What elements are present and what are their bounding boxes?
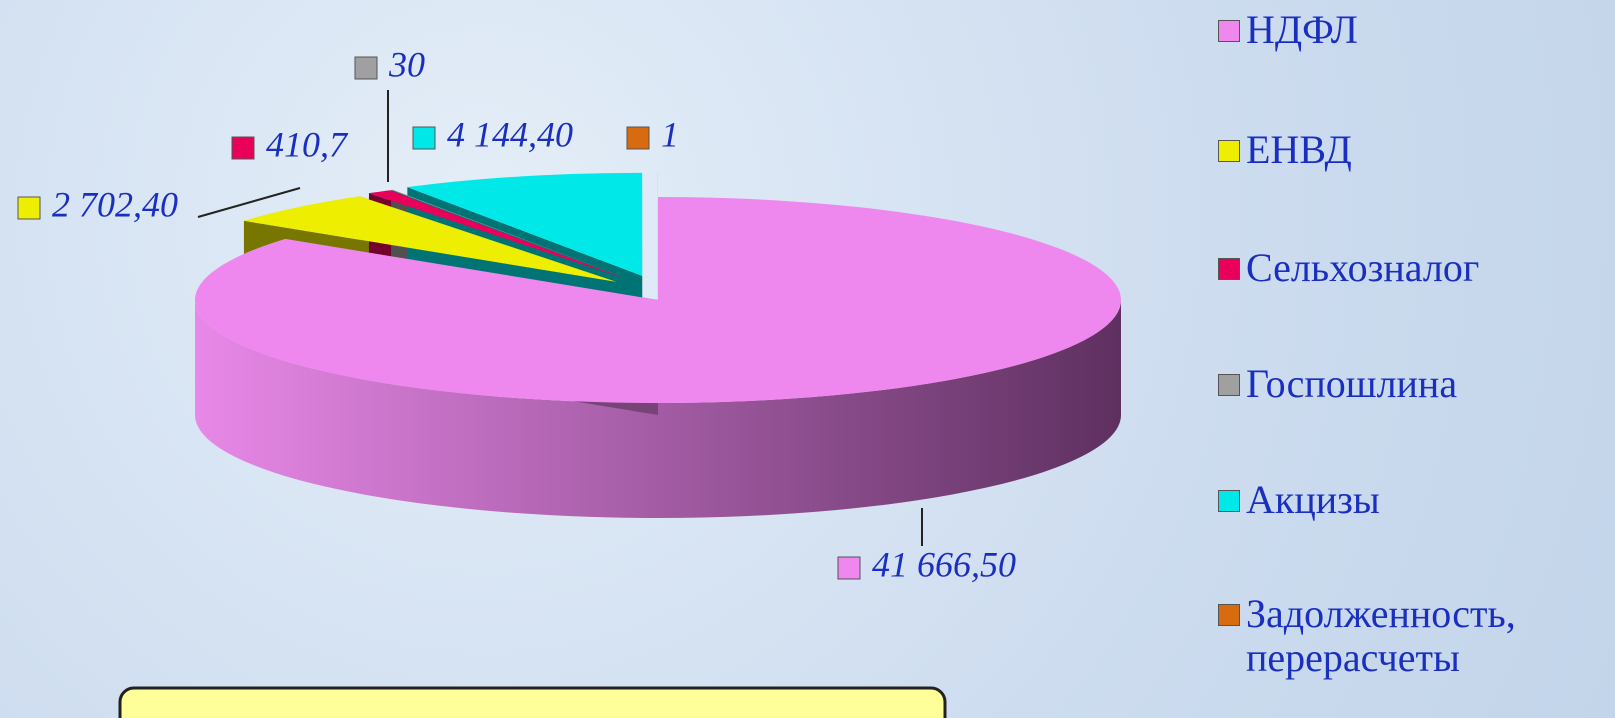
legend-item: Госпошлина [1218, 362, 1457, 406]
legend-item: Задолженность, перерасчеты [1218, 592, 1613, 680]
legend-swatch [1218, 20, 1240, 42]
value-label: 4 144,40 [447, 114, 573, 154]
leader-line [197, 187, 301, 218]
slice [243, 196, 617, 282]
value-label: 2 702,40 [52, 184, 178, 224]
legend-swatch [1218, 140, 1240, 162]
legend-label: Сельхозналог [1246, 245, 1480, 290]
legend-item: ЕНВД [1218, 128, 1352, 172]
label-marker [837, 556, 861, 580]
label-marker [626, 126, 650, 150]
slice [391, 189, 628, 279]
label-marker [17, 196, 41, 220]
legend-swatch [1218, 258, 1240, 280]
legend-label: НДФЛ [1246, 7, 1358, 52]
legend-swatch [1218, 604, 1240, 626]
pie [194, 172, 1122, 518]
value-label: 30 [388, 44, 425, 84]
slice [368, 190, 627, 279]
legend-swatch [1218, 490, 1240, 512]
legend-label: ЕНВД [1246, 127, 1352, 172]
label-marker [412, 126, 436, 150]
note-box [118, 686, 947, 718]
legend-item: НДФЛ [1218, 8, 1358, 52]
legend-label: Задолженность, перерасчеты [1246, 591, 1516, 680]
legend-swatch [1218, 374, 1240, 396]
value-label: 41 666,50 [872, 544, 1016, 584]
value-label: 1 [661, 114, 679, 154]
slice [194, 197, 1122, 403]
legend-item: Акцизы [1218, 478, 1380, 522]
legend-item: Сельхозналог [1218, 246, 1479, 290]
slice [407, 172, 643, 276]
label-marker [231, 136, 255, 160]
value-label: 410,7 [266, 124, 349, 164]
legend-label: Акцизы [1246, 477, 1380, 522]
legend-label: Госпошлина [1246, 361, 1458, 406]
label-marker [354, 56, 378, 80]
